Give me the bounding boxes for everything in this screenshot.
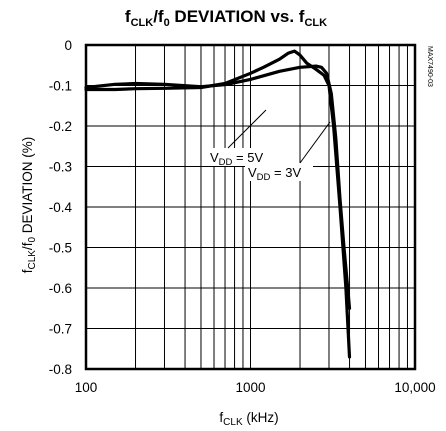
x-tick-labels: 100 1000 10,000 xyxy=(75,380,436,395)
plot-frame xyxy=(84,43,417,371)
y-tick-label: -0.3 xyxy=(49,160,72,175)
x-tick-label: 1000 xyxy=(235,380,265,395)
y-tick-label: -0.2 xyxy=(49,119,72,134)
y-axis-label: fCLK/f0 DEVIATION (%) xyxy=(20,137,38,274)
annotation-vdd-3v: VDD = 3V xyxy=(245,121,331,183)
y-tick-label: -0.5 xyxy=(49,241,72,256)
y-tick-label: -0.6 xyxy=(49,281,72,296)
series-line-vdd-5v xyxy=(84,49,352,359)
svg-text:VDD = 5V: VDD = 5V xyxy=(210,150,263,168)
annotation-leader-3v xyxy=(299,121,331,164)
y-tick-label: -0.1 xyxy=(49,79,72,94)
watermark: MAX7490-03 xyxy=(426,46,433,87)
grid xyxy=(85,44,416,370)
y-tick-label: 0 xyxy=(64,38,72,53)
x-tick-label: 100 xyxy=(75,380,98,395)
y-tick-label: -0.7 xyxy=(49,322,72,337)
y-tick-labels: 0 -0.1 -0.2 -0.3 -0.4 -0.5 -0.6 -0.7 -0.8 xyxy=(49,38,73,377)
y-tick-label: -0.4 xyxy=(49,200,73,215)
annotation-vdd-5v: VDD = 5V xyxy=(207,109,275,168)
y-tick-label: -0.8 xyxy=(49,362,72,377)
annotation-leader-5v xyxy=(227,109,267,149)
x-tick-label: 10,000 xyxy=(394,380,435,395)
series-line-vdd-3v xyxy=(84,64,352,310)
series-group xyxy=(84,49,352,359)
svg-text:VDD = 3V: VDD = 3V xyxy=(248,165,301,183)
chart-title: fCLK/f0 DEVIATION vs. fCLK xyxy=(125,7,327,29)
x-axis-label: fCLK (kHz) xyxy=(219,410,278,428)
